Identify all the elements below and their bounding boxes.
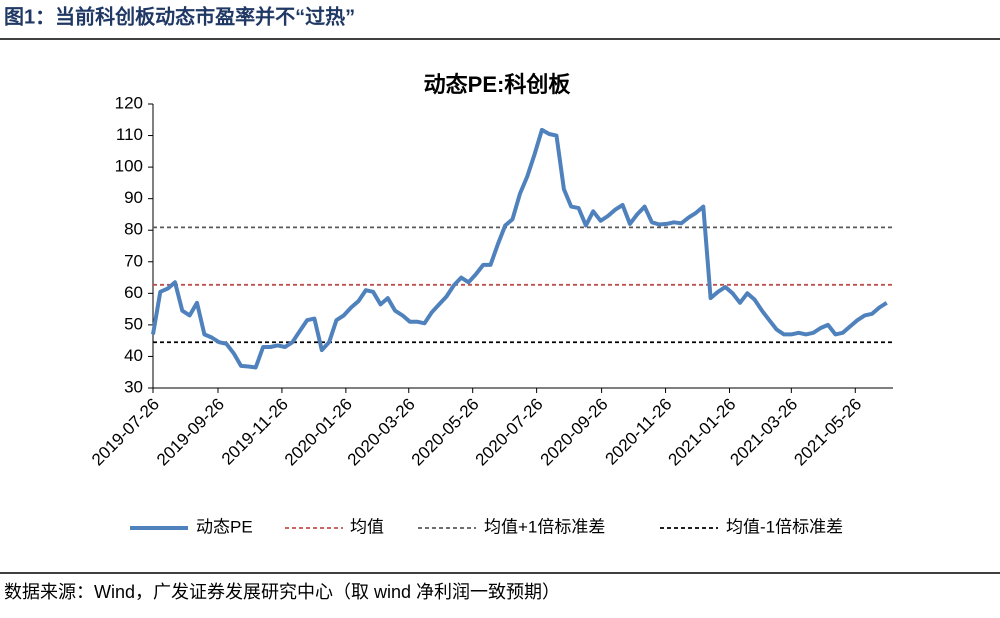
y-tick-label: 60 — [124, 283, 143, 302]
pe-line — [151, 127, 888, 370]
chart-title: 动态PE:科创板 — [424, 72, 572, 97]
x-tick-label: 2019-07-26 — [88, 395, 163, 470]
legend-label: 动态PE — [196, 517, 253, 536]
y-tick-label: 30 — [124, 377, 143, 396]
y-tick-label: 50 — [124, 314, 143, 333]
figure-title: 图1：当前科创板动态市盈率并不“过热” — [4, 4, 355, 28]
x-tick-label: 2021-05-26 — [790, 395, 865, 470]
y-tick-label: 80 — [124, 220, 143, 239]
y-tick-label: 100 — [115, 157, 143, 176]
y-tick-label: 110 — [116, 125, 143, 144]
x-tick-label: 2020-07-26 — [472, 395, 547, 470]
y-tick-label: 70 — [124, 251, 143, 270]
y-tick-label: 120 — [115, 93, 143, 112]
y-tick-label: 90 — [124, 188, 143, 207]
x-tick-label: 2019-11-26 — [218, 395, 292, 469]
x-tick-label: 2021-03-26 — [726, 395, 801, 470]
x-tick-label: 2020-03-26 — [344, 395, 419, 470]
x-tick-label: 2020-05-26 — [408, 395, 483, 470]
x-tick-label: 2019-09-26 — [153, 395, 228, 470]
legend-label: 均值+1倍标准差 — [484, 517, 605, 536]
legend-label: 均值 — [350, 517, 384, 536]
x-tick-label: 2020-09-26 — [537, 395, 612, 470]
x-tick-label: 2020-11-26 — [602, 395, 676, 469]
source-note: 数据来源：Wind，广发证券发展研究中心（取 wind 净利润一致预期） — [4, 582, 560, 602]
x-tick-label: 2020-01-26 — [281, 395, 356, 470]
y-tick-label: 40 — [124, 346, 143, 365]
legend-label: 均值-1倍标准差 — [726, 517, 843, 536]
